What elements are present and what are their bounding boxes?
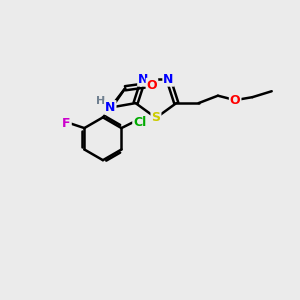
Text: F: F — [62, 117, 71, 130]
Text: H: H — [96, 96, 105, 106]
Text: O: O — [230, 94, 241, 106]
Text: Cl: Cl — [133, 116, 146, 129]
Text: S: S — [152, 111, 160, 124]
Text: N: N — [138, 73, 148, 86]
Text: N: N — [105, 101, 116, 114]
Text: O: O — [147, 79, 157, 92]
Text: N: N — [163, 73, 174, 86]
